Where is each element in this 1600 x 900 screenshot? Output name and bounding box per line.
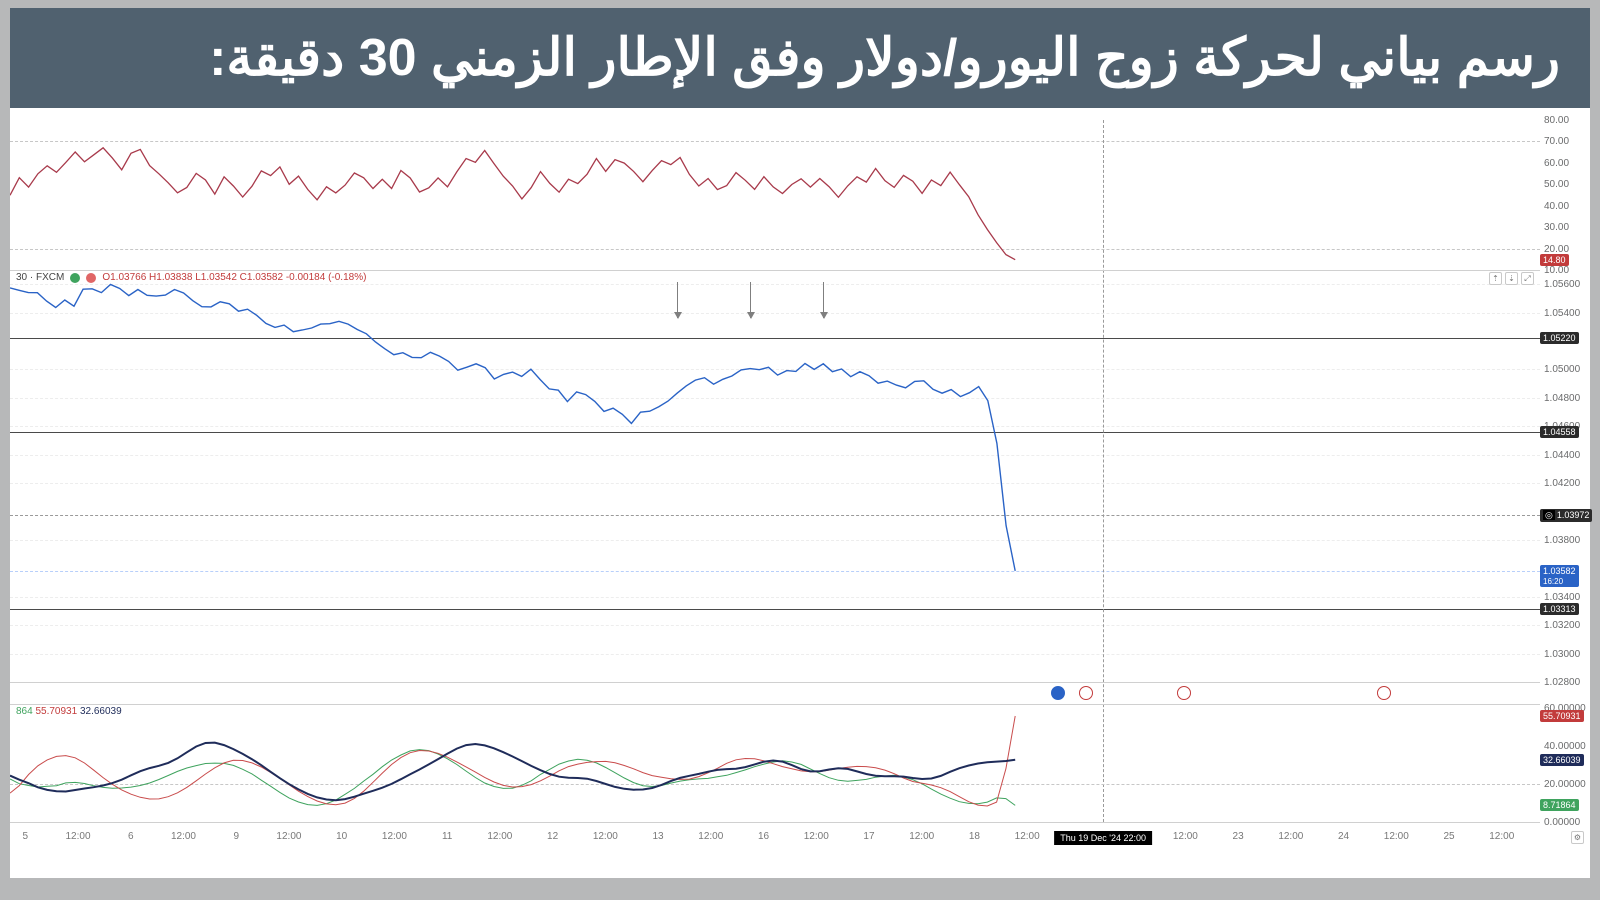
scale-button[interactable]: ⇡ bbox=[1489, 272, 1502, 285]
oscillator-panel[interactable]: 864 55.70931 32.66039 bbox=[10, 704, 1540, 822]
panel-divider bbox=[10, 822, 1540, 823]
panel-divider bbox=[10, 682, 1540, 683]
status-dot-icon bbox=[70, 273, 80, 283]
oscillator-value-tag: 8.71864 bbox=[1540, 799, 1579, 811]
crosshair-time-tag: Thu 19 Dec '24 22:00 bbox=[1054, 831, 1152, 845]
resistance-arrow-icon bbox=[677, 282, 678, 318]
rsi-panel[interactable] bbox=[10, 120, 1540, 270]
panel-divider bbox=[10, 704, 1540, 705]
econ-event-icon[interactable] bbox=[1177, 686, 1191, 700]
last-price-tag: 1.0358216:20 bbox=[1540, 565, 1579, 587]
price-yaxis: 1.056001.054001.052201.050001.048001.046… bbox=[1540, 270, 1590, 682]
status-dot-icon bbox=[86, 273, 96, 283]
oscillator-value-tag: 32.66039 bbox=[1540, 754, 1584, 766]
time-axis[interactable]: 512:00612:00912:001012:001112:001212:001… bbox=[10, 822, 1540, 850]
gear-icon[interactable]: ⚙ bbox=[1571, 831, 1584, 844]
resistance-arrow-icon bbox=[750, 282, 751, 318]
resistance-arrow-icon bbox=[823, 282, 824, 318]
rsi-value-tag: 14.80 bbox=[1540, 254, 1569, 266]
crosshair-price-tag: ◎1.03972 bbox=[1540, 509, 1592, 522]
fullscreen-button[interactable]: ⤢ bbox=[1521, 272, 1534, 285]
econ-events-strip bbox=[10, 682, 1540, 704]
level-tag: 1.03313 bbox=[1540, 603, 1579, 615]
econ-event-icon[interactable] bbox=[1377, 686, 1391, 700]
title-bar: رسم بياني لحركة زوج اليورو/دولار وفق الإ… bbox=[10, 8, 1590, 108]
chart-card: رسم بياني لحركة زوج اليورو/دولار وفق الإ… bbox=[10, 8, 1590, 878]
rsi-yaxis: 80.0070.0060.0050.0040.0030.0020.0010.00… bbox=[1540, 120, 1590, 270]
econ-event-icon[interactable] bbox=[1051, 686, 1065, 700]
level-tag: 1.05220 bbox=[1540, 332, 1579, 344]
oscillator-legend: 864 55.70931 32.66039 bbox=[16, 706, 122, 717]
ohlc-legend: 30 · FXCMO1.03766 H1.03838 L1.03542 C1.0… bbox=[16, 272, 366, 283]
level-tag: 1.04558 bbox=[1540, 426, 1579, 438]
page-title: رسم بياني لحركة زوج اليورو/دولار وفق الإ… bbox=[209, 8, 1560, 108]
oscillator-value-tag: 55.70931 bbox=[1540, 710, 1584, 722]
price-panel[interactable]: 30 · FXCMO1.03766 H1.03838 L1.03542 C1.0… bbox=[10, 270, 1540, 682]
scale-button[interactable]: ⇣ bbox=[1505, 272, 1518, 285]
panel-divider bbox=[10, 270, 1540, 271]
oscillator-yaxis: 60.0000040.0000020.000000.0000055.709313… bbox=[1540, 704, 1590, 822]
econ-event-icon[interactable] bbox=[1079, 686, 1093, 700]
chart-area[interactable]: 80.0070.0060.0050.0040.0030.0020.0010.00… bbox=[10, 120, 1590, 878]
